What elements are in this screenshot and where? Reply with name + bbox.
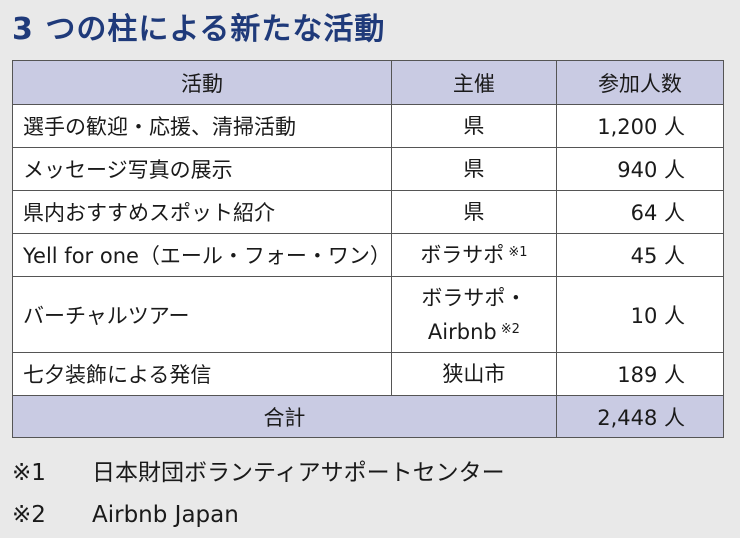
table-row: メッセージ写真の展示 県 940 人 (12, 147, 725, 191)
participants-cell: 45 人 (555, 233, 725, 277)
table-row: 七夕装飾による発信 狭山市 189 人 (12, 352, 725, 396)
organizer-cell: 県 (390, 104, 557, 148)
table-row: 県内おすすめスポット紹介 県 64 人 (12, 190, 725, 234)
footnotes: ※1 日本財団ボランティアサポートセンター ※2 Airbnb Japan (12, 452, 505, 536)
organizer-cell: ボラサポ・ Airbnb ※2 (390, 276, 557, 353)
organizer-text: ボラサポ・ (421, 285, 527, 310)
participants-cell: 940 人 (555, 147, 725, 191)
participants-cell: 189 人 (555, 352, 725, 396)
header-activity: 活動 (12, 60, 392, 105)
page-title: 3 つの柱による新たな活動 (12, 12, 386, 47)
table-row: 選手の歓迎・応援、清掃活動 県 1,200 人 (12, 104, 725, 148)
activity-cell: バーチャルツアー (12, 276, 392, 353)
footnote-mark: ※2 (12, 502, 46, 528)
header-organizer: 主催 (390, 60, 557, 105)
participants-cell: 10 人 (555, 276, 725, 353)
activity-cell: メッセージ写真の展示 (12, 147, 392, 191)
footnote-text: Airbnb Japan (92, 502, 239, 528)
activity-cell: 七夕装飾による発信 (12, 352, 392, 396)
footnote-ref: ※2 (500, 321, 520, 337)
participants-cell: 64 人 (555, 190, 725, 234)
organizer-cell: 狭山市 (390, 352, 557, 396)
footnote-ref: ※1 (508, 245, 528, 260)
activity-cell: Yell for one（エール・フォー・ワン） (12, 233, 392, 277)
total-label: 合計 (12, 395, 557, 438)
organizer-cell: ボラサポ ※1 (390, 233, 557, 277)
organizer-text: ボラサポ (420, 243, 505, 267)
participants-cell: 1,200 人 (555, 104, 725, 148)
organizer-cell: 県 (390, 190, 557, 234)
organizer-text: 県 (463, 114, 485, 138)
table-row: バーチャルツアー ボラサポ・ Airbnb ※2 10 人 (12, 276, 725, 353)
organizer-text-line2: Airbnb (427, 319, 497, 344)
organizer-text: 狭山市 (442, 362, 506, 386)
organizer-text: 県 (463, 157, 485, 181)
activity-cell: 選手の歓迎・応援、清掃活動 (12, 104, 392, 148)
activities-table: 活動 主催 参加人数 選手の歓迎・応援、清掃活動 県 1,200 人 メッセージ… (12, 60, 725, 438)
footnote: ※2 Airbnb Japan (12, 494, 505, 536)
activity-cell: 県内おすすめスポット紹介 (12, 190, 392, 234)
footnote-text: 日本財団ボランティアサポートセンター (92, 460, 505, 486)
table-row: Yell for one（エール・フォー・ワン） ボラサポ ※1 45 人 (12, 233, 725, 277)
total-count: 2,448 人 (555, 395, 725, 438)
header-participants: 参加人数 (555, 60, 725, 105)
footnote: ※1 日本財団ボランティアサポートセンター (12, 452, 505, 494)
organizer-text: 県 (463, 200, 485, 224)
total-row: 合計 2,448 人 (12, 395, 725, 438)
organizer-cell: 県 (390, 147, 557, 191)
footnote-mark: ※1 (12, 460, 46, 486)
table-header-row: 活動 主催 参加人数 (12, 60, 725, 105)
